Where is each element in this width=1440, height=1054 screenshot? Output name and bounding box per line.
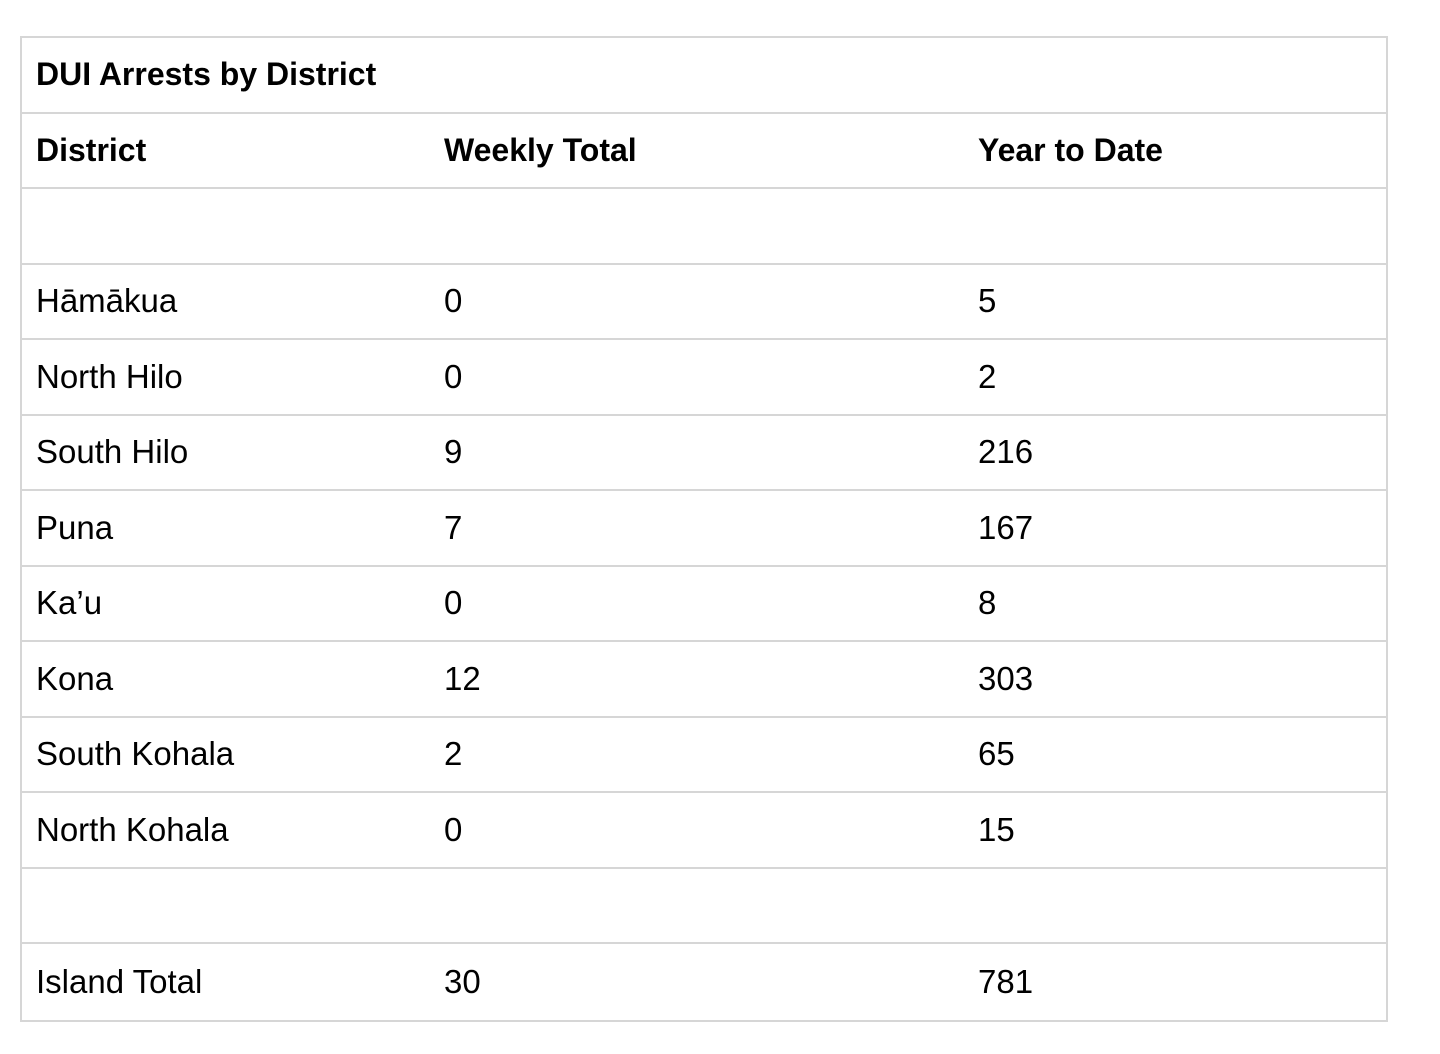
dui-arrests-table: DUI Arrests by District District Weekly … [20, 36, 1388, 1022]
column-header-weekly-total: Weekly Total [444, 131, 637, 168]
weekly-total-cell: 0 [444, 282, 463, 320]
district-cell: North Kohala [36, 810, 229, 848]
table-row [22, 189, 1386, 265]
year-to-date-cell: 8 [978, 584, 997, 622]
weekly-total-cell: 12 [444, 659, 481, 697]
district-cell: Kona [36, 659, 114, 697]
weekly-total-cell: 2 [444, 735, 463, 773]
district-cell: Hāmākua [36, 282, 178, 320]
year-to-date-cell: 15 [978, 810, 1015, 848]
table-row: South Kohala 2 65 [22, 718, 1386, 793]
district-cell: Island Total [36, 962, 203, 1000]
district-cell: Puna [36, 508, 114, 546]
table-title-row: DUI Arrests by District [22, 38, 1386, 114]
weekly-total-cell: 9 [444, 433, 463, 471]
weekly-total-cell: 0 [444, 584, 463, 622]
year-to-date-cell: 303 [978, 659, 1034, 697]
table-row: Hāmākua 0 5 [22, 265, 1386, 340]
table-title: DUI Arrests by District [36, 56, 377, 93]
year-to-date-cell: 5 [978, 282, 997, 320]
year-to-date-cell: 65 [978, 735, 1015, 773]
table-row: North Kohala 0 15 [22, 793, 1386, 869]
column-header-year-to-date: Year to Date [978, 131, 1163, 168]
table-row [22, 869, 1386, 944]
district-cell: South Hilo [36, 433, 189, 471]
district-cell: Ka’u [36, 584, 103, 622]
weekly-total-cell: 30 [444, 962, 481, 1000]
table-row: Ka’u 0 8 [22, 567, 1386, 642]
year-to-date-cell: 216 [978, 433, 1034, 471]
year-to-date-cell: 2 [978, 357, 997, 395]
district-cell: South Kohala [36, 735, 235, 773]
table-row: Island Total 30 781 [22, 944, 1386, 1020]
table-row: Puna 7 167 [22, 491, 1386, 567]
table-row: North Hilo 0 2 [22, 340, 1386, 416]
year-to-date-cell: 167 [978, 508, 1034, 546]
weekly-total-cell: 0 [444, 810, 463, 848]
weekly-total-cell: 7 [444, 508, 463, 546]
year-to-date-cell: 781 [978, 962, 1034, 1000]
table-row: South Hilo 9 216 [22, 416, 1386, 491]
table-row: Kona 12 303 [22, 642, 1386, 718]
table-header-row: District Weekly Total Year to Date [22, 114, 1386, 189]
column-header-district: District [36, 131, 147, 168]
weekly-total-cell: 0 [444, 357, 463, 395]
district-cell: North Hilo [36, 357, 183, 395]
